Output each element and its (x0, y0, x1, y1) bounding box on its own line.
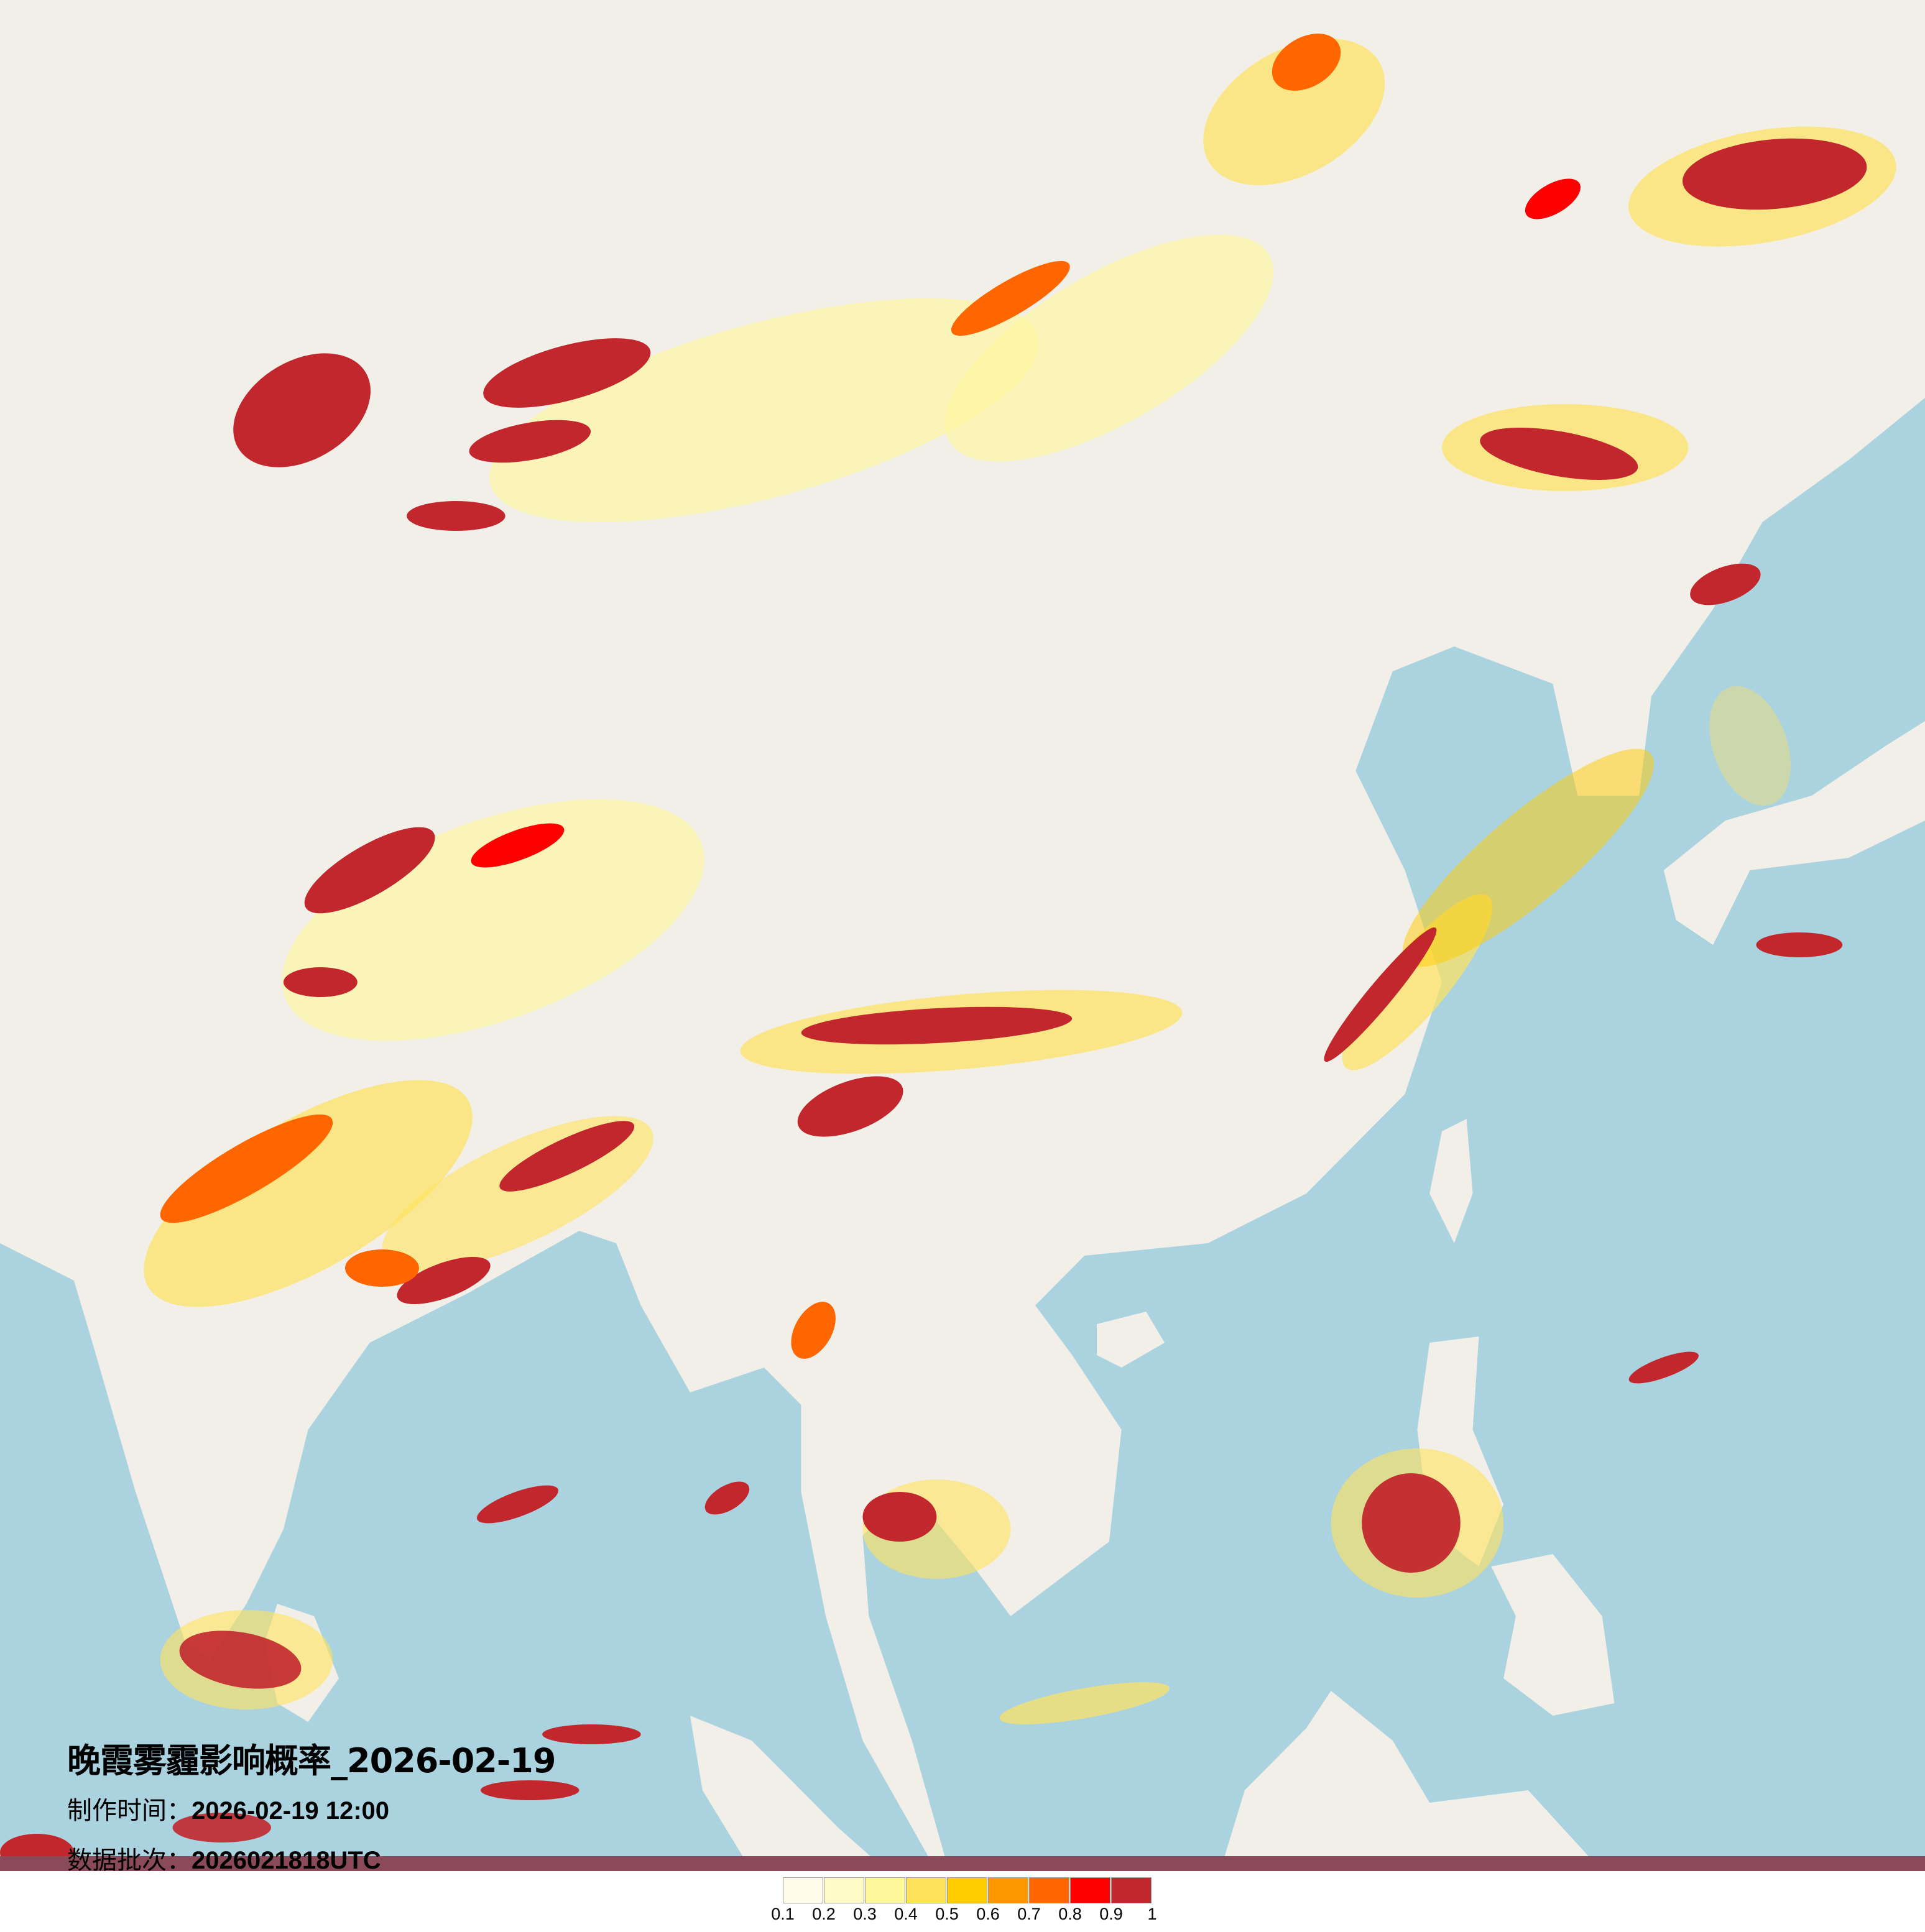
probability-map[interactable] (0, 0, 1925, 1871)
legend-swatch (947, 1877, 987, 1903)
legend-swatch (1029, 1877, 1069, 1903)
hainan (1097, 1312, 1165, 1368)
legend-labels: 0.1 0.2 0.3 0.4 0.5 0.6 0.7 0.8 0.9 1 (771, 1905, 1157, 1930)
probability-area (1690, 563, 1761, 605)
production-time-value: 2026-02-19 12:00 (192, 1797, 390, 1824)
legend-swatch (1070, 1877, 1110, 1903)
probability-area (862, 1492, 937, 1542)
probability-area (704, 1481, 750, 1515)
production-time: 制作时间：2026-02-19 12:00 (67, 1790, 389, 1826)
probability-area (1628, 1351, 1699, 1384)
probability-area (160, 1114, 333, 1223)
probability-area (283, 967, 358, 997)
probability-area (282, 799, 704, 1041)
probability-area (1756, 932, 1843, 957)
probability-area (304, 827, 435, 914)
probability-area (1362, 1473, 1461, 1573)
probability-area (481, 1780, 579, 1800)
legend-tick: 1 (1147, 1905, 1157, 1923)
probability-area (542, 1724, 641, 1744)
probability-area (344, 1249, 419, 1287)
probability-area (469, 420, 591, 463)
legend-swatch (988, 1877, 1028, 1903)
probability-area (499, 1121, 635, 1192)
probability-area (951, 260, 1070, 336)
probability-area (471, 823, 565, 868)
taiwan (1429, 1119, 1473, 1243)
probability-area (1272, 34, 1341, 91)
legend-tick: 0.7 (1017, 1905, 1041, 1923)
legend-tick: 0.6 (976, 1905, 1000, 1923)
probability-area (233, 353, 371, 467)
probability-area (179, 1631, 302, 1689)
probability-area (397, 1257, 491, 1304)
legend-tick: 0.9 (1099, 1905, 1123, 1923)
probability-area (483, 338, 651, 408)
probability-area (999, 1682, 1170, 1724)
legend-swatch (783, 1877, 823, 1903)
probability-area (1683, 138, 1867, 210)
probability-area (489, 298, 1039, 523)
legend-tick: 0.5 (935, 1905, 959, 1923)
probability-area (144, 1080, 473, 1307)
legend-tick: 0.1 (771, 1905, 795, 1923)
legend-swatch (906, 1877, 946, 1903)
legend-tick: 0.2 (812, 1905, 836, 1923)
data-batch-value: 2026021818UTC (192, 1847, 381, 1874)
probability-overlay (0, 34, 1925, 1871)
color-legend (783, 1877, 1152, 1903)
legend-tick: 0.8 (1058, 1905, 1082, 1923)
probability-area (1324, 927, 1437, 1062)
probability-area (1709, 686, 1791, 806)
data-batch-label: 数据批次： (67, 1846, 192, 1875)
sumatra (690, 1716, 888, 1871)
probability-area (944, 234, 1274, 462)
probability-area (1402, 748, 1655, 967)
production-time-label: 制作时间： (67, 1796, 192, 1825)
data-batch: 数据批次：2026021818UTC (67, 1840, 381, 1876)
probability-area-strip (0, 1856, 1925, 1871)
probability-area (797, 1076, 903, 1137)
probability-area (1203, 39, 1385, 185)
legend-tick: 0.3 (853, 1905, 877, 1923)
map-title: 晚霞雾霾影响概率_2026-02-19 (67, 1741, 556, 1780)
probability-area (791, 1302, 836, 1359)
probability-area (407, 501, 505, 531)
probability-area (476, 1485, 559, 1524)
legend-tick: 0.4 (894, 1905, 918, 1923)
probability-area (1480, 427, 1638, 481)
legend-swatch (1111, 1877, 1152, 1903)
borneo (1220, 1691, 1602, 1871)
probability-area (1525, 178, 1581, 219)
japan (1663, 721, 1925, 945)
probability-area (172, 1813, 272, 1842)
legend-swatch (865, 1877, 905, 1903)
legend-swatch (824, 1877, 864, 1903)
visayas-mindanao (1491, 1554, 1615, 1716)
probability-area (801, 1006, 1073, 1045)
